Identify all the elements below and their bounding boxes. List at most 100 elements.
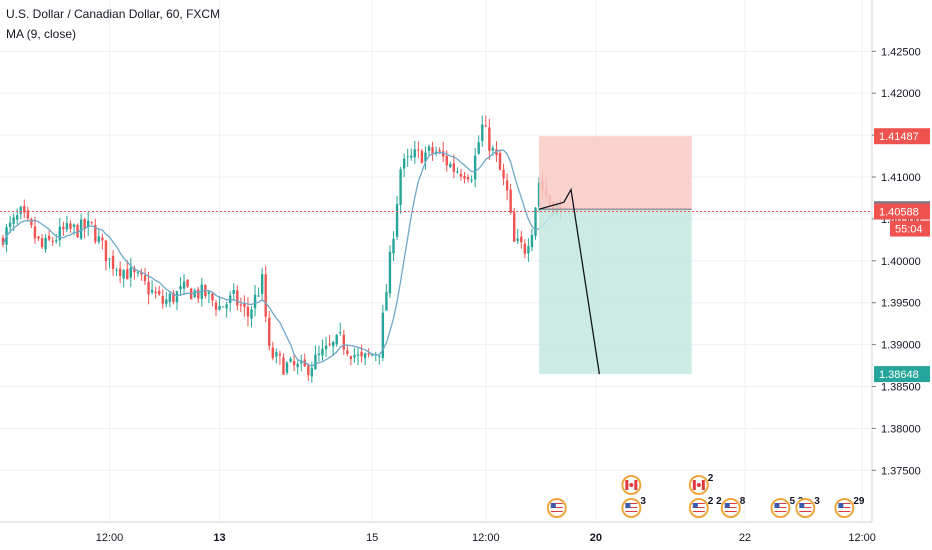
candle-body[interactable]	[133, 268, 136, 273]
candle-body[interactable]	[211, 293, 214, 301]
candle-body[interactable]	[44, 237, 47, 250]
candle-body[interactable]	[292, 361, 296, 366]
candle-body[interactable]	[477, 142, 480, 154]
candle-body[interactable]	[236, 290, 239, 306]
candle-body[interactable]	[193, 290, 196, 298]
candle-body[interactable]	[23, 205, 26, 213]
candle-body[interactable]	[76, 224, 79, 238]
candle-body[interactable]	[427, 146, 431, 151]
candle-body[interactable]	[275, 351, 278, 357]
candle-body[interactable]	[456, 171, 459, 173]
candle-body[interactable]	[307, 365, 310, 375]
candle-body[interactable]	[321, 348, 324, 356]
candle-body[interactable]	[8, 222, 12, 228]
candle-body[interactable]	[388, 251, 392, 294]
candle-body[interactable]	[406, 156, 409, 158]
candle-body[interactable]	[520, 236, 523, 243]
candle-body[interactable]	[94, 224, 97, 242]
candle-body[interactable]	[342, 334, 345, 350]
candle-body[interactable]	[182, 281, 186, 289]
candle-body[interactable]	[257, 295, 260, 297]
candle-body[interactable]	[285, 362, 289, 373]
candle-body[interactable]	[473, 155, 477, 180]
stop-loss-zone[interactable]	[539, 136, 692, 210]
candle-body[interactable]	[168, 293, 172, 302]
candle-body[interactable]	[12, 217, 15, 224]
candle-body[interactable]	[1, 237, 5, 245]
candle-body[interactable]	[33, 226, 37, 239]
candle-body[interactable]	[268, 317, 271, 347]
price-axis[interactable]	[872, 0, 932, 550]
candle-body[interactable]	[360, 351, 363, 357]
candle-body[interactable]	[207, 291, 211, 294]
candle-body[interactable]	[232, 289, 235, 294]
candle-body[interactable]	[513, 212, 516, 242]
candle-body[interactable]	[179, 286, 182, 290]
projection-line[interactable]	[538, 187, 601, 375]
candle-body[interactable]	[335, 334, 338, 345]
candle-body[interactable]	[534, 207, 537, 236]
candle-body[interactable]	[129, 267, 132, 278]
candle-body[interactable]	[445, 155, 448, 166]
candle-body[interactable]	[136, 272, 140, 274]
candle-body[interactable]	[158, 290, 161, 295]
candle-body[interactable]	[420, 150, 424, 164]
candle-body[interactable]	[186, 279, 189, 287]
candle-body[interactable]	[505, 180, 509, 191]
candle-body[interactable]	[239, 304, 243, 306]
candle-body[interactable]	[221, 306, 225, 308]
candle-body[interactable]	[40, 238, 44, 248]
candle-body[interactable]	[367, 353, 370, 355]
candle-body[interactable]	[115, 269, 118, 271]
candle-body[interactable]	[452, 163, 456, 172]
candle-body[interactable]	[58, 226, 61, 241]
candle-body[interactable]	[197, 289, 200, 299]
candle-body[interactable]	[147, 281, 150, 295]
candle-body[interactable]	[55, 240, 58, 242]
candle-body[interactable]	[317, 353, 321, 356]
candle-body[interactable]	[502, 169, 505, 179]
candle-body[interactable]	[331, 341, 335, 347]
candle-body[interactable]	[118, 268, 122, 277]
candle-body[interactable]	[218, 305, 221, 310]
candle-body[interactable]	[47, 235, 51, 240]
candle-body[interactable]	[243, 303, 246, 307]
candle-body[interactable]	[69, 223, 72, 229]
candle-body[interactable]	[442, 151, 445, 157]
time-axis[interactable]	[0, 522, 932, 550]
candle-body[interactable]	[246, 306, 250, 317]
candle-body[interactable]	[97, 236, 101, 242]
candle-body[interactable]	[424, 152, 427, 162]
candle-body[interactable]	[385, 291, 388, 311]
candle-body[interactable]	[466, 176, 470, 180]
candle-body[interactable]	[19, 206, 22, 214]
take-profit-zone[interactable]	[539, 209, 692, 375]
candle-body[interactable]	[459, 173, 463, 177]
candle-body[interactable]	[172, 292, 175, 302]
candle-body[interactable]	[65, 222, 69, 230]
candle-body[interactable]	[154, 291, 157, 294]
candle-body[interactable]	[79, 219, 83, 239]
candle-body[interactable]	[104, 240, 108, 262]
candle-body[interactable]	[175, 291, 179, 303]
candle-body[interactable]	[250, 309, 253, 319]
candle-body[interactable]	[431, 147, 434, 154]
candle-body[interactable]	[488, 127, 491, 151]
candle-body[interactable]	[264, 274, 267, 317]
candle-body[interactable]	[310, 368, 314, 377]
candle-body[interactable]	[16, 215, 19, 220]
candle-body[interactable]	[530, 234, 534, 248]
candle-body[interactable]	[438, 150, 441, 152]
candle-body[interactable]	[363, 353, 367, 359]
candle-body[interactable]	[463, 176, 466, 179]
candle-body[interactable]	[108, 258, 111, 260]
candle-body[interactable]	[62, 226, 65, 230]
candle-body[interactable]	[111, 255, 115, 269]
candle-body[interactable]	[282, 357, 285, 375]
candle-body[interactable]	[527, 246, 530, 254]
candle-body[interactable]	[87, 220, 90, 228]
candle-body[interactable]	[523, 243, 527, 254]
candle-body[interactable]	[253, 294, 257, 309]
candle-body[interactable]	[225, 304, 228, 309]
candle-body[interactable]	[498, 152, 502, 170]
